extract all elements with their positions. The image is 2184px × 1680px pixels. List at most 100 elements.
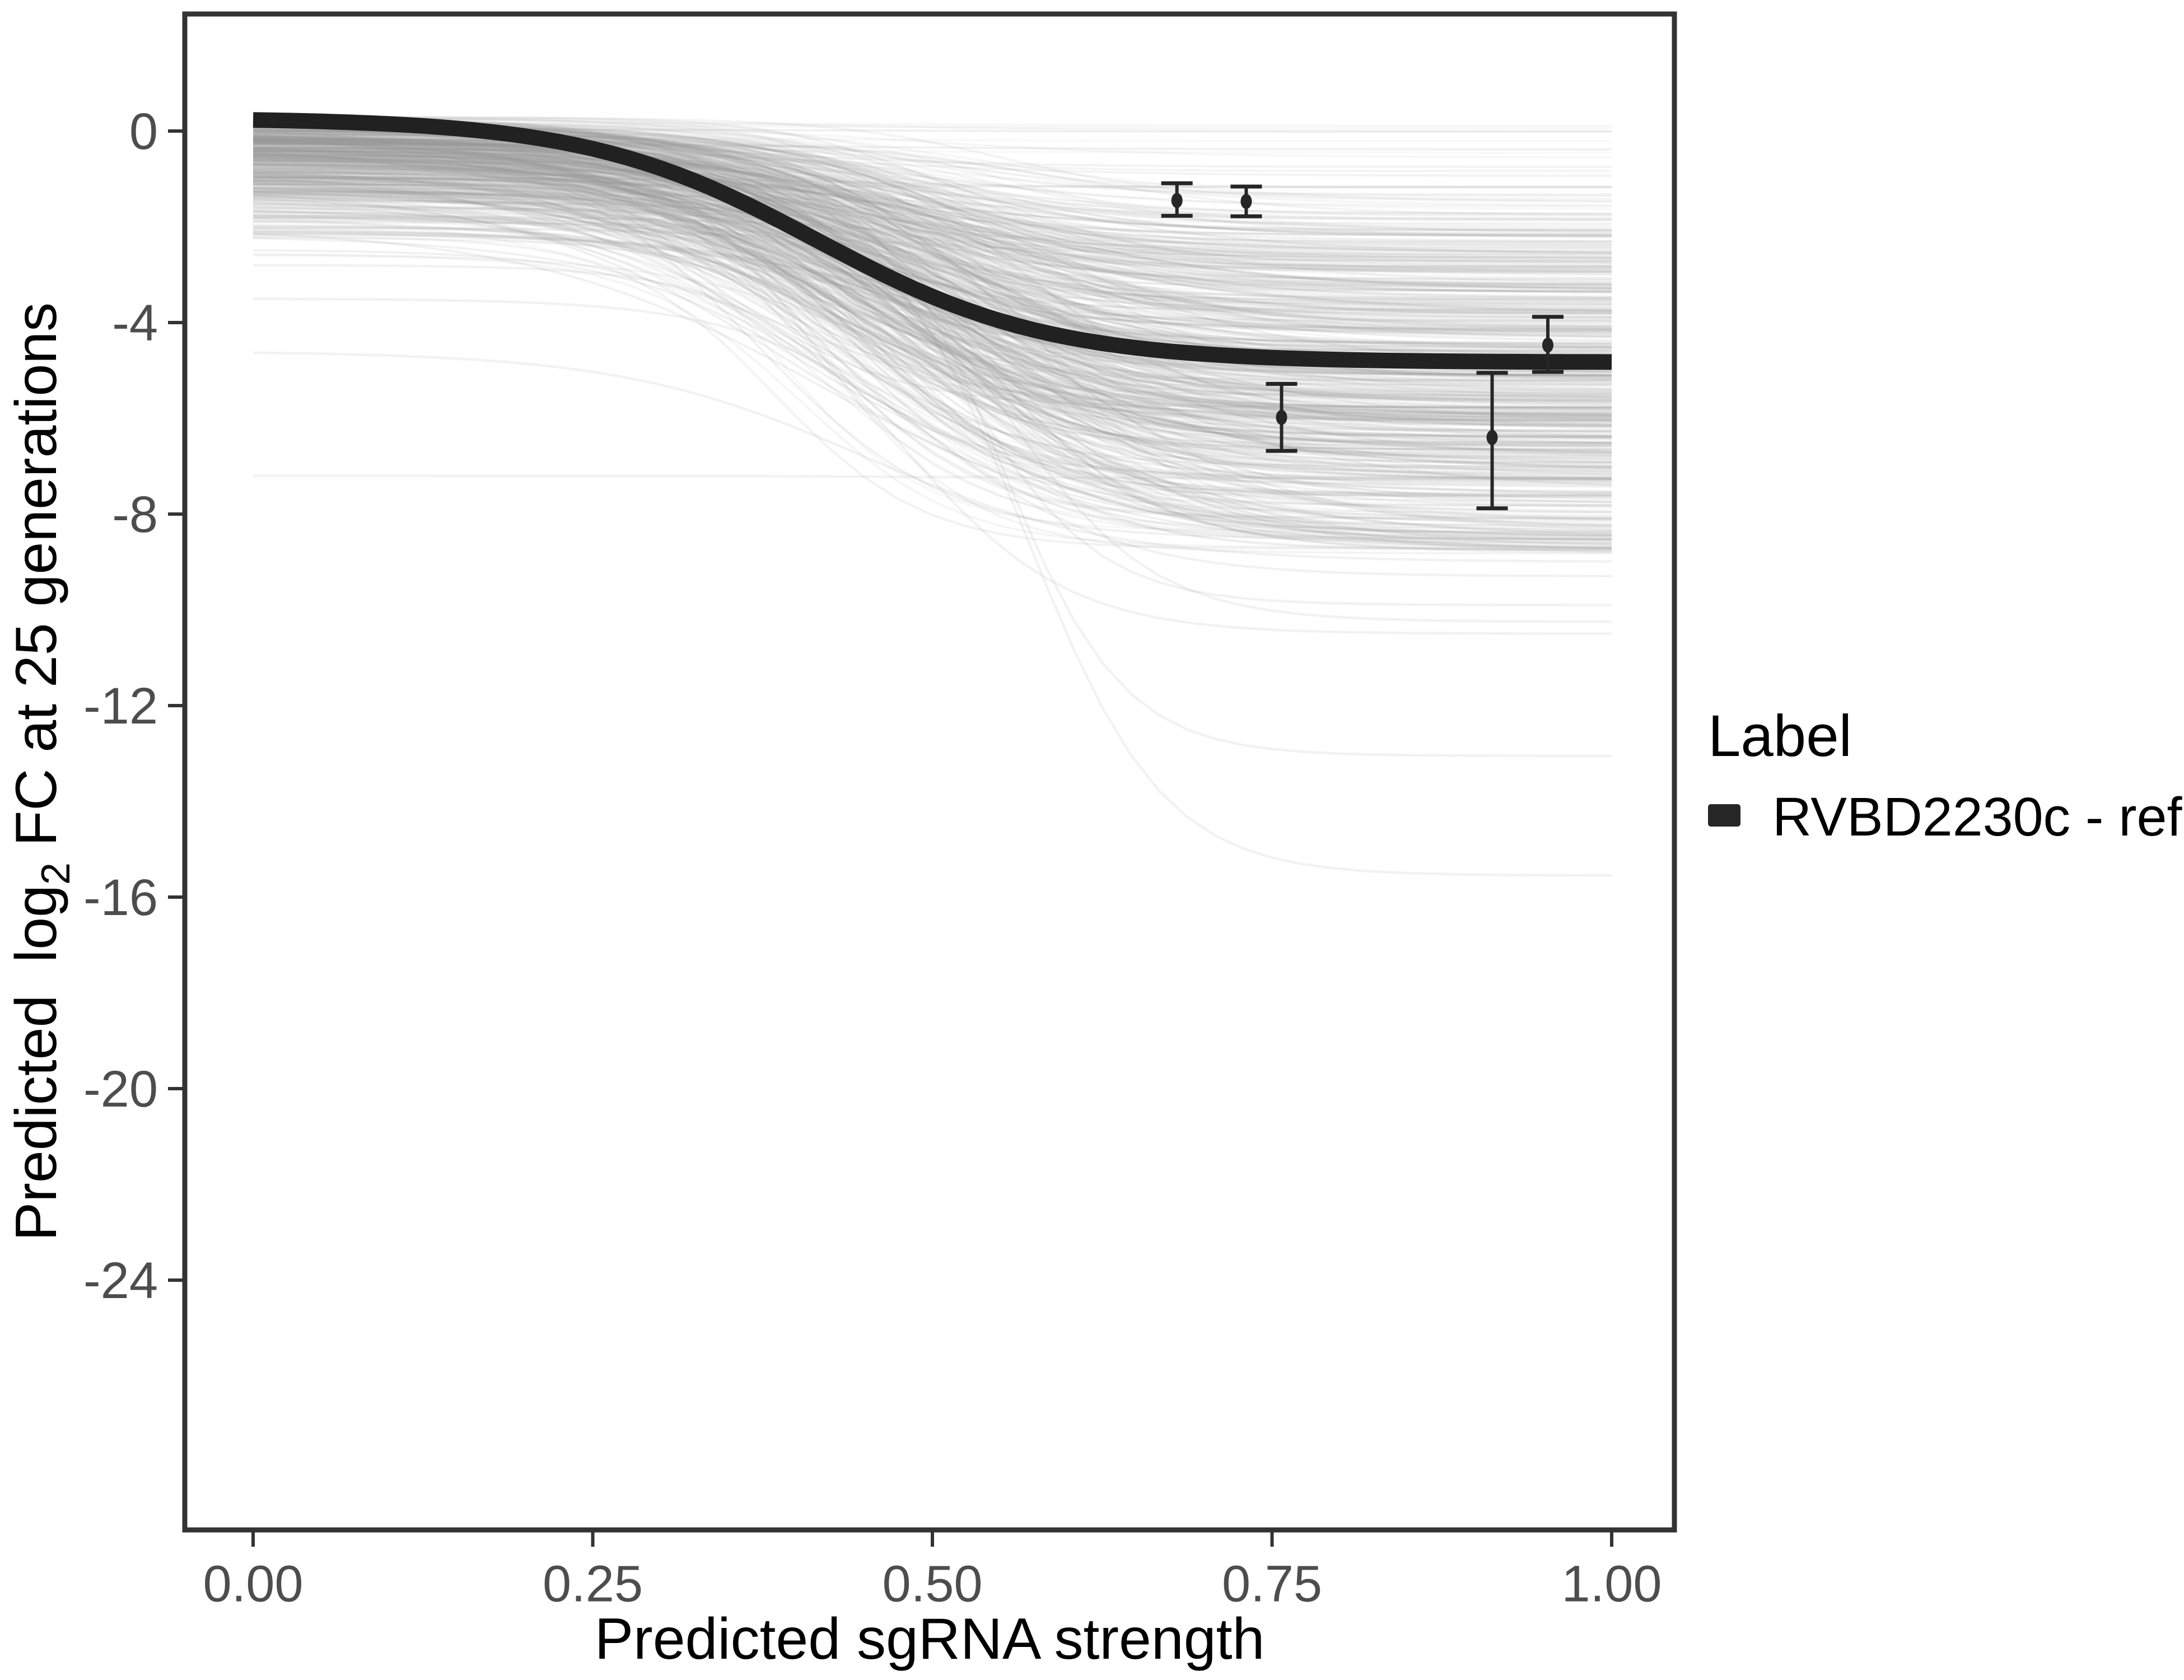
posterior-draw-line (253, 132, 1612, 279)
posterior-draw-line (253, 163, 1612, 549)
posterior-draw-line (253, 167, 1612, 382)
posterior-draw-line (253, 158, 1612, 351)
posterior-draw-line (253, 156, 1612, 381)
posterior-draw-line (253, 231, 1612, 377)
posterior-draw-line (253, 139, 1612, 377)
posterior-draw-line (253, 178, 1612, 508)
posterior-draw-line (253, 140, 1612, 552)
posterior-draw-line (253, 149, 1612, 154)
posterior-draw-line (253, 175, 1612, 305)
posterior-draw-line (253, 116, 1612, 520)
posterior-draw-line (253, 140, 1612, 384)
posterior-draw-line (253, 179, 1612, 454)
posterior-draw-line (253, 146, 1612, 255)
posterior-draw-line (253, 190, 1612, 274)
posterior-draw-line (253, 147, 1612, 439)
y-tick-labels: 0 -4 -8 -12 -16 -20 -24 (83, 103, 158, 1309)
posterior-draw-line (253, 141, 1612, 464)
posterior-draw-line (253, 137, 1612, 437)
posterior-draw-line (253, 157, 1612, 419)
posterior-draw-line (253, 142, 1612, 168)
posterior-draw-line (253, 235, 1612, 550)
posterior-draw-line (253, 175, 1612, 480)
posterior-draw-line (253, 132, 1612, 483)
posterior-draw-line (253, 213, 1612, 391)
posterior-draw-line (253, 164, 1612, 259)
posterior-draw-line (253, 139, 1612, 444)
posterior-draw-line (253, 174, 1612, 536)
posterior-draw-line (253, 175, 1612, 409)
posterior-draw-line (253, 135, 1612, 553)
posterior-draw-line (253, 146, 1612, 311)
data-point (1542, 337, 1553, 353)
posterior-draw-line (253, 161, 1612, 457)
posterior-draw-line (253, 149, 1612, 468)
outlier-line (253, 264, 1612, 635)
posterior-draw-line (253, 177, 1612, 480)
posterior-draw-line (253, 147, 1612, 292)
posterior-draw-line (253, 153, 1612, 302)
posterior-draw-line (253, 153, 1612, 418)
posterior-draw-line (253, 192, 1612, 427)
posterior-draw-line (253, 165, 1612, 474)
posterior-draw-line (253, 190, 1612, 497)
posterior-draw-line (253, 143, 1612, 416)
posterior-draw-line (253, 179, 1612, 543)
posterior-draw-line (253, 186, 1612, 466)
posterior-draw-line (253, 150, 1612, 466)
data-point (1486, 430, 1498, 445)
posterior-draw-line (253, 144, 1612, 254)
posterior-draw-line (253, 165, 1612, 498)
error-bar-point (1476, 371, 1508, 511)
posterior-draw-line (253, 167, 1612, 473)
posterior-draw-line (253, 199, 1612, 414)
posterior-draw-line (253, 208, 1612, 375)
outlier-line (253, 351, 1612, 563)
posterior-draw-line (253, 170, 1612, 384)
posterior-draw-line (253, 160, 1612, 496)
posterior-draw-line (253, 140, 1612, 500)
posterior-draw-line (253, 216, 1612, 427)
posterior-draw-line (253, 165, 1612, 218)
posterior-draw-line (253, 190, 1612, 292)
posterior-draw-line (253, 176, 1612, 319)
posterior-draw-line (253, 138, 1612, 531)
posterior-draw-line (253, 139, 1612, 476)
posterior-draw-line (253, 198, 1612, 381)
posterior-draw-line (253, 171, 1612, 312)
posterior-draw-line (253, 174, 1612, 528)
posterior-draw-line (253, 151, 1612, 514)
posterior-draw-line (253, 139, 1612, 342)
posterior-draw-line (253, 159, 1612, 272)
plot-panel (182, 11, 1677, 1533)
posterior-draw-line (253, 141, 1612, 439)
outlier-line (253, 297, 1612, 578)
posterior-draw-line (253, 154, 1612, 482)
posterior-draw-line (253, 148, 1612, 446)
data-point (1240, 194, 1252, 209)
posterior-draw-line (253, 143, 1612, 542)
data-point (1171, 193, 1183, 208)
posterior-draw-line (253, 153, 1612, 550)
posterior-draw-line (253, 165, 1612, 451)
posterior-draw-line (253, 213, 1612, 480)
error-bar-point (1161, 181, 1193, 218)
posterior-draw-line (253, 190, 1612, 373)
x-tick-label: 0.25 (543, 1556, 643, 1613)
posterior-draw-line (253, 143, 1612, 525)
posterior-draw-line (253, 169, 1612, 372)
posterior-draw-line (253, 183, 1612, 315)
posterior-draw-line (253, 203, 1612, 540)
posterior-draw-line (253, 217, 1612, 475)
posterior-draw-line (253, 172, 1612, 262)
posterior-draw-line (253, 170, 1612, 330)
posterior-draw-line (253, 141, 1612, 222)
posterior-draw-line (253, 164, 1612, 536)
posterior-draw-line (253, 171, 1612, 273)
posterior-draw-line (253, 141, 1612, 267)
posterior-draw-line (253, 135, 1612, 379)
posterior-draw-line (253, 170, 1612, 450)
posterior-draw-line (253, 171, 1612, 456)
posterior-draw-line (253, 139, 1612, 276)
